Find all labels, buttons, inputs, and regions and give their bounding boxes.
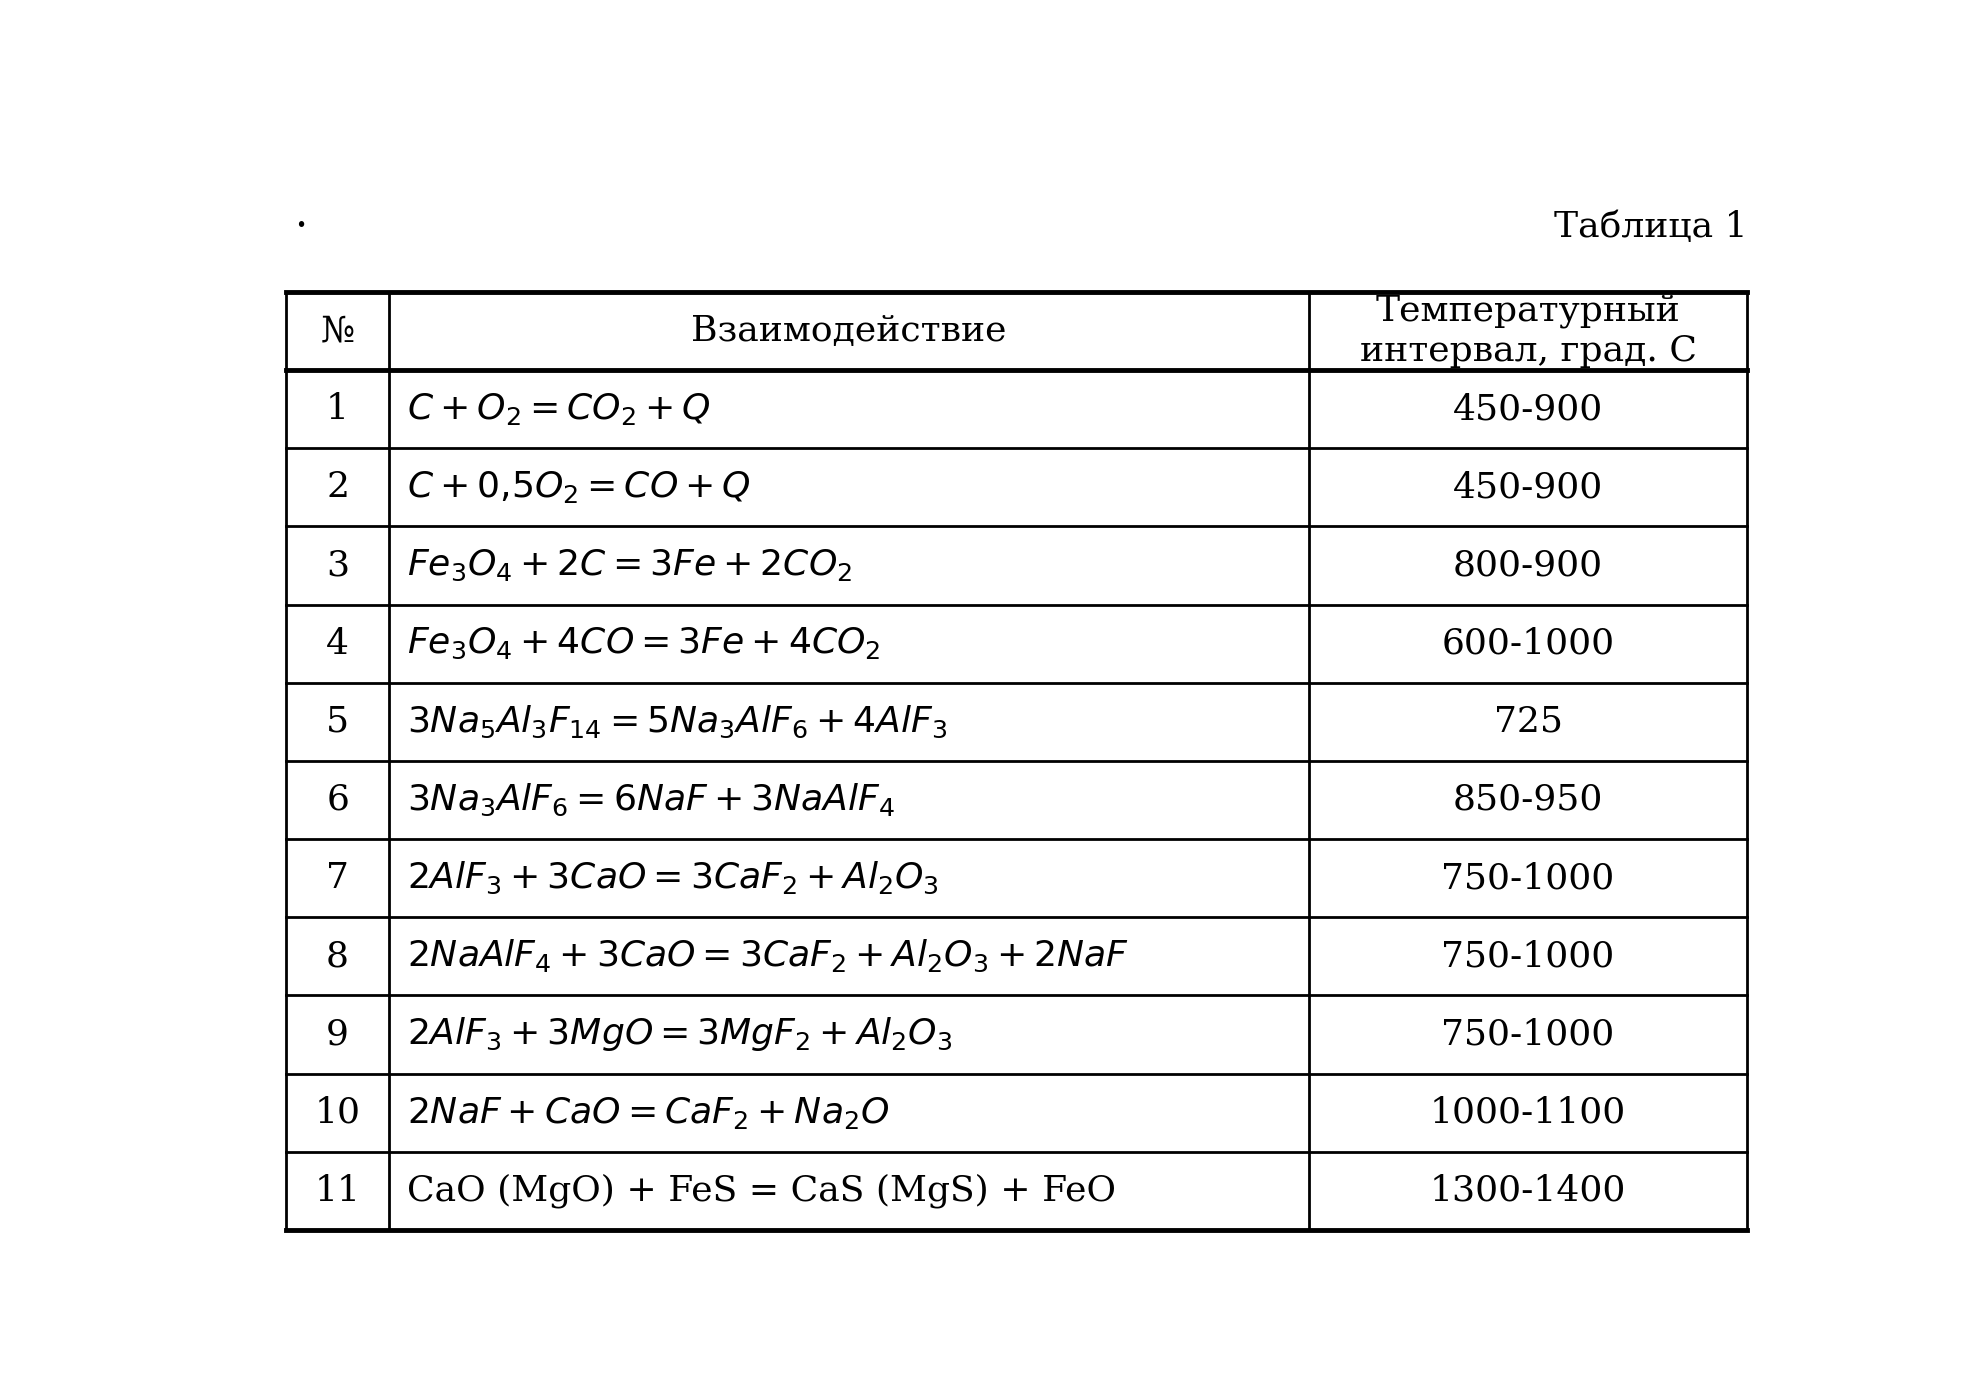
Text: 725: 725 — [1494, 704, 1563, 739]
Text: 3: 3 — [325, 549, 349, 582]
Text: 1: 1 — [325, 392, 349, 426]
Text: $C + O_2 = CO_2 + Q$: $C + O_2 = CO_2 + Q$ — [407, 391, 710, 427]
Text: 5: 5 — [325, 704, 349, 739]
Text: CaO (MgO) + FeS = CaS (MgS) + FeO: CaO (MgO) + FeS = CaS (MgS) + FeO — [407, 1173, 1117, 1208]
Text: $Fe_3O_4 + 4CO = 3Fe + 4CO_2$: $Fe_3O_4 + 4CO = 3Fe + 4CO_2$ — [407, 626, 881, 661]
Text: 800-900: 800-900 — [1452, 549, 1603, 582]
Text: $2AlF_3 + 3CaO = 3CaF_2 + Al_2O_3$: $2AlF_3 + 3CaO = 3CaF_2 + Al_2O_3$ — [407, 860, 938, 896]
Text: 750-1000: 750-1000 — [1442, 1018, 1615, 1051]
Text: Взаимодействие: Взаимодействие — [690, 314, 1006, 349]
Text: №: № — [321, 314, 355, 349]
Text: 6: 6 — [325, 783, 349, 818]
Text: $3Na_3AlF_6 = 6NaF + 3NaAlF_4$: $3Na_3AlF_6 = 6NaF + 3NaAlF_4$ — [407, 781, 895, 818]
Text: $Fe_3O_4 + 2C = 3Fe + 2CO_2$: $Fe_3O_4 + 2C = 3Fe + 2CO_2$ — [407, 547, 853, 584]
Text: 8: 8 — [325, 939, 349, 973]
Text: 11: 11 — [315, 1173, 361, 1208]
Text: 7: 7 — [325, 861, 349, 895]
Text: 1000-1100: 1000-1100 — [1430, 1096, 1627, 1130]
Text: 4: 4 — [325, 627, 349, 661]
Text: 600-1000: 600-1000 — [1442, 627, 1615, 661]
Text: $2NaAlF_4 + 3CaO = 3CaF_2 + Al_2O_3 + 2NaF$: $2NaAlF_4 + 3CaO = 3CaF_2 + Al_2O_3 + 2N… — [407, 938, 1129, 974]
Text: 450-900: 450-900 — [1452, 392, 1603, 426]
Text: 10: 10 — [315, 1096, 361, 1130]
Text: $C + 0{,}5O_2 = CO + Q$: $C + 0{,}5O_2 = CO + Q$ — [407, 469, 752, 505]
Text: $3Na_5Al_3F_{14} = 5Na_3AlF_6 + 4AlF_3$: $3Na_5Al_3F_{14} = 5Na_3AlF_6 + 4AlF_3$ — [407, 704, 946, 741]
Text: Температурный
интервал, град. С: Температурный интервал, град. С — [1359, 294, 1696, 368]
Text: 750-1000: 750-1000 — [1442, 939, 1615, 973]
Text: 450-900: 450-900 — [1452, 470, 1603, 504]
Text: $2NaF + CaO = CaF_2 + Na_2O$: $2NaF + CaO = CaF_2 + Na_2O$ — [407, 1095, 889, 1131]
Text: ·: · — [294, 206, 308, 248]
Text: 9: 9 — [325, 1018, 349, 1051]
Text: 2: 2 — [325, 470, 349, 504]
Text: 1300-1400: 1300-1400 — [1430, 1173, 1627, 1208]
Text: 850-950: 850-950 — [1452, 783, 1603, 818]
Text: $2AlF_3 + 3MgO = 3MgF_2 + Al_2O_3$: $2AlF_3 + 3MgO = 3MgF_2 + Al_2O_3$ — [407, 1015, 952, 1053]
Text: Таблица 1: Таблица 1 — [1553, 210, 1748, 244]
Text: 750-1000: 750-1000 — [1442, 861, 1615, 895]
